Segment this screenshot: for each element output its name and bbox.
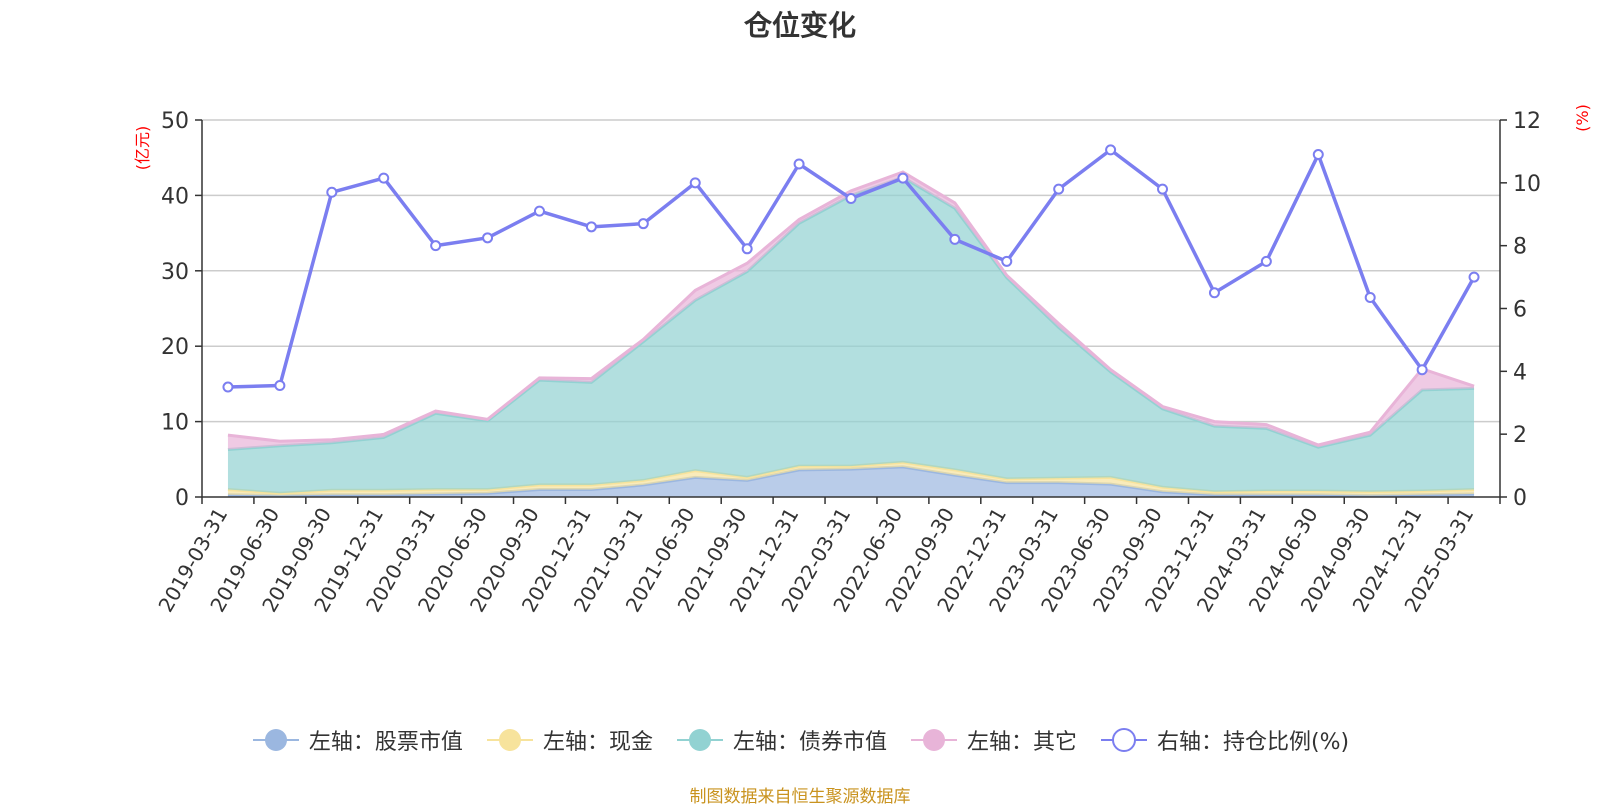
- position-ratio-point: [949, 233, 961, 245]
- area-series-3: [227, 172, 1475, 450]
- legend-item-stock[interactable]: 左轴：股票市值: [251, 724, 463, 756]
- position-ratio-point: [222, 381, 234, 393]
- y-right-tick-label: 4: [1513, 360, 1527, 385]
- position-ratio-point: [845, 193, 857, 205]
- y-left-tick-label: 40: [161, 184, 189, 209]
- position-ratio-point: [274, 379, 286, 391]
- area-line-3: [227, 170, 1475, 447]
- position-ratio-point: [1364, 292, 1376, 304]
- y-left-tick-label: 20: [161, 335, 189, 360]
- y-right-tick-label: 10: [1513, 172, 1541, 197]
- legend-item-other[interactable]: 左轴：其它: [909, 724, 1077, 756]
- position-ratio-point: [585, 221, 597, 233]
- legend-label-position-ratio: 右轴：持仓比例(%): [1156, 730, 1350, 755]
- y-right-axis-label: (%): [1573, 104, 1592, 132]
- legend-label-bond: 左轴：债券市值: [732, 730, 887, 755]
- y-right-tick-label: 12: [1513, 109, 1541, 134]
- y-left-tick-label: 0: [175, 486, 189, 511]
- legend: 左轴：股票市值 左轴：现金 左轴：债券市值 左轴：其它 右轴：持仓比例(%): [0, 722, 1600, 758]
- area-series-2: [227, 177, 1475, 494]
- legend-item-position-ratio[interactable]: 右轴：持仓比例(%): [1099, 724, 1349, 756]
- y-right-tick-label: 2: [1513, 423, 1527, 448]
- y-left-tick-label: 50: [161, 109, 189, 134]
- legend-label-stock: 左轴：股票市值: [308, 730, 463, 755]
- chart-title: 仓位变化: [743, 9, 856, 42]
- position-ratio-point: [1208, 287, 1220, 299]
- position-ratio-point: [689, 177, 701, 189]
- position-ratio-point: [378, 172, 390, 184]
- y-left-tick-label: 10: [161, 411, 189, 436]
- position-ratio-point: [1053, 183, 1065, 195]
- position-ratio-point: [1416, 364, 1428, 376]
- position-ratio-point: [326, 186, 338, 198]
- position-ratio-point: [1001, 255, 1013, 267]
- position-ratio-point: [793, 158, 805, 170]
- position-ratio-point: [1105, 144, 1117, 156]
- position-ratio-point: [1312, 149, 1324, 161]
- position-ratio-point: [1260, 255, 1272, 267]
- legend-item-cash[interactable]: 左轴：现金: [485, 724, 653, 756]
- y-right-tick-label: 6: [1513, 298, 1527, 323]
- position-ratio-point: [1468, 271, 1480, 283]
- position-ratio-point: [533, 205, 545, 217]
- legend-label-other: 左轴：其它: [966, 730, 1077, 755]
- y-right-tick-label: 8: [1513, 235, 1527, 260]
- legend-label-cash: 左轴：现金: [542, 730, 653, 755]
- position-ratio-point: [897, 172, 909, 184]
- position-ratio-point: [741, 243, 753, 255]
- position-ratio-point: [1157, 183, 1169, 195]
- legend-item-bond[interactable]: 左轴：债券市值: [675, 724, 887, 756]
- y-left-tick-label: 30: [161, 260, 189, 285]
- source-note: 制图数据来自恒生聚源数据库: [689, 787, 911, 807]
- position-ratio-point: [637, 218, 649, 230]
- position-ratio-point: [482, 232, 494, 244]
- position-ratio-point: [430, 240, 442, 252]
- y-right-tick-label: 0: [1513, 486, 1527, 511]
- y-left-axis-label: (亿元): [133, 126, 152, 171]
